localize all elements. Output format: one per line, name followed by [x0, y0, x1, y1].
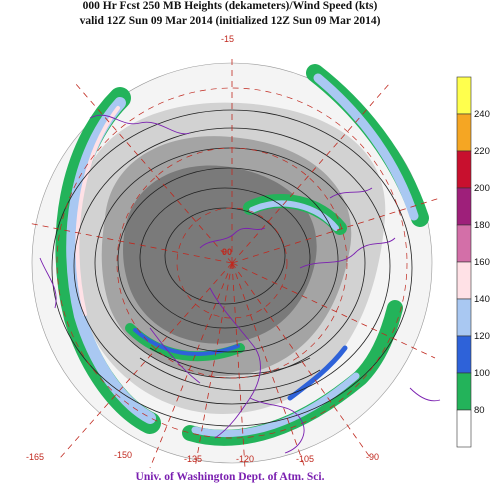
longitude-lines — [27, 58, 441, 469]
colorbar-label: 100 — [474, 368, 490, 379]
lon-label-105: -105 — [296, 454, 314, 464]
pole-label: 90 — [222, 247, 232, 257]
coastlines — [39, 114, 441, 454]
colorbar-label: 80 — [474, 405, 485, 416]
colorbar-cell — [456, 409, 472, 448]
jet-stream-west — [55, 87, 161, 434]
wind-speed-colorbar: 240 220 200 180 160 140 120 100 80 — [456, 76, 490, 448]
colorbar-cell — [456, 76, 472, 115]
lon-label-90: -90 — [366, 452, 379, 462]
map-title: 000 Hr Fcst 250 MB Heights (dekameters)/… — [82, 0, 378, 12]
height-shading-dark — [123, 165, 317, 344]
lon-label-150: -150 — [114, 450, 132, 460]
colorbar-cell — [456, 261, 472, 300]
colorbar-cell — [456, 113, 472, 152]
lon-label-15: -15 — [221, 34, 234, 44]
colorbar-label: 220 — [474, 146, 490, 157]
lon-label-165: -165 — [26, 452, 44, 462]
lon-label-120: -120 — [236, 454, 254, 464]
jet-stream-east — [243, 64, 429, 235]
colorbar-cell — [456, 187, 472, 226]
colorbar-label: 160 — [474, 257, 490, 268]
polar-stereographic-map: -165 -150 -135 -120 -105 -90 -15 90 — [26, 34, 441, 469]
colorbar-cell — [456, 150, 472, 189]
colorbar-label: 120 — [474, 331, 490, 342]
credit-label: Univ. of Washington Dept. of Atm. Sci. — [135, 471, 325, 483]
map-valid-time: valid 12Z Sun 09 Mar 2014 (initialized 1… — [79, 15, 381, 27]
latitude-circles — [56, 87, 408, 439]
colorbar-label: 180 — [474, 220, 490, 231]
colorbar-label: 240 — [474, 109, 490, 120]
colorbar-cell — [456, 224, 472, 263]
colorbar-label: 140 — [474, 294, 490, 305]
colorbar-label: 200 — [474, 183, 490, 194]
colorbar-cell — [456, 298, 472, 337]
colorbar-cell — [456, 372, 472, 411]
lon-label-135: -135 — [184, 454, 202, 464]
colorbar-cell — [456, 335, 472, 374]
